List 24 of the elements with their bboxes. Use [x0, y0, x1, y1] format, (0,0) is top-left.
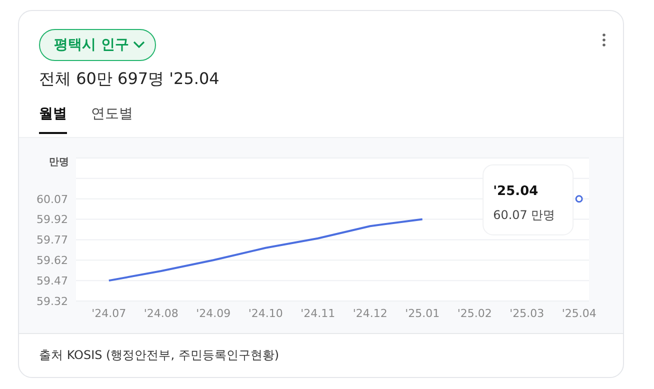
annotation: 60.07 만명 [493, 208, 556, 222]
source-note: 출처 KOSIS (행정안전부, 주민등록인구현황) [19, 333, 625, 379]
x-tick-label: '24.12 [352, 306, 388, 320]
x-tick-label: '25.04 [562, 306, 596, 320]
x-tick-label: '24.08 [144, 306, 178, 320]
y-tick-label: 59.32 [36, 294, 68, 308]
x-tick-label: '25.01 [405, 306, 440, 320]
annotation: '25.04 [493, 184, 538, 199]
chart-subtitle: 전체 60만 697명 '25.04 [39, 69, 220, 90]
x-tick-label: '24.10 [248, 306, 283, 320]
y-axis-title: 만명 [49, 156, 69, 169]
x-tick-label: '24.11 [300, 306, 336, 320]
y-tick-label: 59.47 [36, 274, 68, 288]
x-tick-label: '25.02 [457, 306, 492, 320]
x-tick-label: '24.09 [196, 306, 231, 320]
x-tick-label: '25.03 [510, 306, 544, 320]
text: 연도별 [91, 105, 133, 123]
chart-title: 평택시 인구 [54, 36, 129, 54]
y-tick-label: 59.92 [36, 213, 68, 226]
y-tick-label: 59.77 [36, 234, 68, 247]
y-tick-label: 59.62 [36, 254, 68, 268]
y-tick-label: 60.07 [36, 192, 68, 206]
x-tick-label: '24.07 [92, 306, 126, 320]
text: 월별 [39, 105, 67, 134]
